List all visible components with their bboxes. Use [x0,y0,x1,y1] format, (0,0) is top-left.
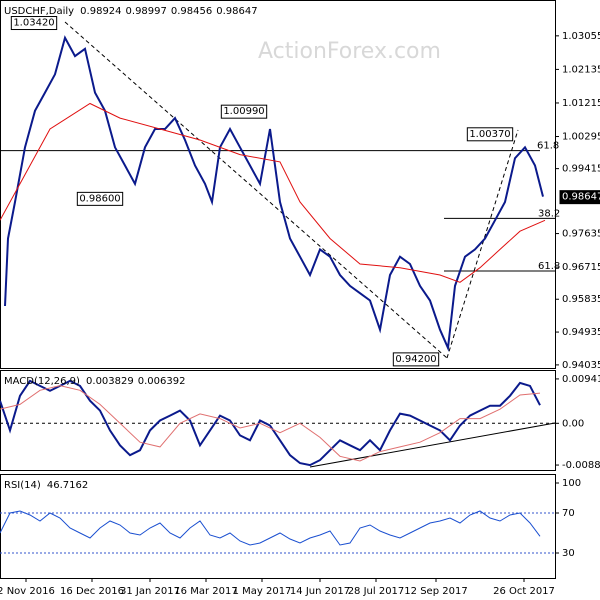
y-tick-label: 70 [562,508,575,519]
readout: 0.98647 [216,6,257,17]
x-tick-label: 26 Oct 2017 [493,586,555,597]
price-annotation-box [220,104,268,119]
fib-label: 61.8 [538,261,560,272]
series-line [0,385,541,462]
x-tick-label: 2 Nov 2016 [0,586,55,597]
y-tick-label: 30 [562,548,575,559]
y-tick-label: 0.95835 [562,294,600,305]
panel-title: MACD(12,26,9) [4,376,80,387]
price-panel [0,0,556,369]
price-annotation-box [392,352,440,367]
y-tick-label: 0.009411 [562,374,600,385]
fib-label: 38.2 [538,208,560,219]
last-price-box [559,190,600,205]
y-tick-label: 1.03055 [562,31,600,42]
panel-title: RSI(14) [4,480,41,491]
readout: 0.98997 [126,6,167,17]
readout: 46.7162 [47,480,88,491]
price-annotation: 1.03420 [13,18,54,29]
trend-line [446,129,519,359]
x-tick-label: 12 Sep 2017 [404,586,467,597]
series-line [0,510,541,546]
x-tick-label: 1 May 2017 [233,586,292,597]
readout: 0.98456 [171,6,212,17]
y-tick-label: 0.94035 [562,360,600,371]
fib-label: 61.8 [537,141,559,152]
price-annotation-box [466,127,514,142]
readout: 0.003829 [86,376,134,387]
y-tick-label: 100 [562,478,581,489]
macd-trend-line [309,422,556,468]
y-tick-label: 1.02135 [562,64,600,75]
readout: 0.98924 [80,6,121,17]
x-tick-label: 31 Jan 2017 [120,586,180,597]
trend-line [64,21,448,359]
series-line [4,35,544,352]
readout: 0.006392 [138,376,186,387]
y-tick-label: 0.96715 [562,262,600,273]
y-tick-label: 1.01215 [562,98,600,109]
rsi-panel [0,474,556,579]
last-price: 0.98647 [562,192,600,203]
y-tick-label: 0.97635 [562,229,600,240]
y-tick-label: 0.00 [562,418,584,429]
series-line [0,102,546,283]
price-annotation: 1.00990 [223,106,264,117]
watermark: ActionForex.com [258,39,441,64]
y-tick-label: 1.00295 [562,132,600,143]
macd-panel [0,370,556,471]
price-annotation-box [76,191,124,206]
price-annotation-box [10,16,58,31]
price-annotation: 1.00370 [469,129,510,140]
x-tick-label: 16 Dec 2016 [60,586,124,597]
y-tick-label: 0.99415 [562,164,600,175]
x-tick-label: 16 Mar 2017 [174,586,237,597]
series-line [0,379,541,467]
x-tick-label: 28 Jul 2017 [348,586,405,597]
panel-title: USDCHF,Daily [4,6,74,17]
x-tick-label: 14 Jun 2017 [290,586,350,597]
price-annotation: 0.98600 [79,193,120,204]
y-tick-label: -0.008852 [562,460,600,471]
y-tick-label: 0.94935 [562,327,600,338]
price-annotation: 0.94200 [395,354,436,365]
